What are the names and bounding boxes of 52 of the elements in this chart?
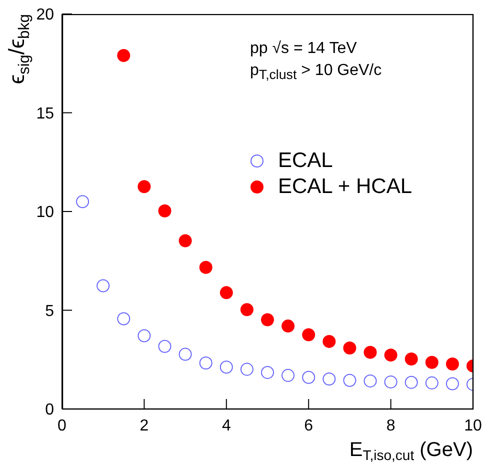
x-tick-label: 8 — [386, 417, 396, 434]
annotation: pp √s = 14 TeV — [250, 39, 358, 59]
y-tick-label: 15 — [36, 105, 54, 122]
point — [322, 372, 336, 386]
point — [302, 370, 316, 384]
point — [425, 356, 438, 369]
legend-label: ECAL — [278, 148, 333, 174]
x-tick-label: 2 — [140, 417, 149, 434]
point — [178, 234, 192, 248]
point — [343, 374, 356, 387]
point — [404, 376, 418, 389]
point — [240, 362, 254, 376]
point — [138, 329, 151, 342]
point — [117, 48, 130, 62]
point — [404, 352, 418, 366]
point — [158, 340, 172, 353]
point — [178, 348, 192, 361]
point — [158, 204, 172, 218]
x-axis-title: E$_{T,iso,cut}$ (GeV) — [349, 439, 473, 464]
x-tick-label: 10 — [464, 417, 482, 434]
point — [364, 374, 377, 388]
point — [96, 279, 110, 292]
point — [302, 328, 316, 342]
point — [199, 260, 212, 274]
point — [446, 377, 459, 390]
point — [199, 356, 212, 370]
point — [425, 376, 438, 390]
x-tick-label: 0 — [58, 417, 67, 434]
point — [446, 357, 459, 370]
point — [384, 375, 398, 388]
point — [322, 334, 336, 348]
point — [117, 312, 130, 326]
point — [220, 286, 233, 300]
point — [384, 348, 398, 362]
legend-label: ECAL + HCAL — [278, 174, 412, 200]
point — [261, 366, 274, 379]
point — [364, 346, 377, 359]
x-tick-label: 6 — [304, 417, 314, 434]
y-tick-label: 0 — [45, 402, 54, 419]
x-tick-label: 4 — [222, 417, 231, 434]
point — [261, 313, 274, 326]
point — [138, 180, 151, 194]
point — [343, 341, 356, 354]
point — [220, 360, 233, 374]
annotation: p$_{T,clust}$ > 10 GeV/c — [250, 61, 382, 84]
y-tick-label: 10 — [36, 204, 54, 222]
y-tick-label: 5 — [45, 302, 54, 320]
point — [282, 320, 295, 333]
point — [76, 195, 90, 208]
point — [282, 368, 295, 382]
y-tick-label: 20 — [36, 6, 54, 24]
point — [240, 303, 254, 316]
